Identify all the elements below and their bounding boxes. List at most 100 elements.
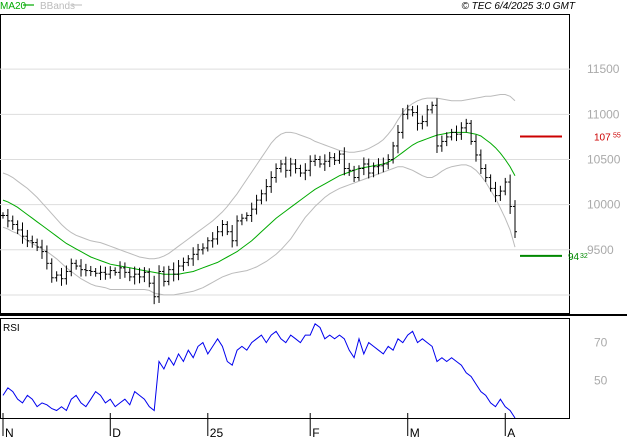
x-tick-label: F bbox=[312, 426, 319, 440]
ohlc-bar bbox=[430, 101, 435, 114]
ohlc-bar bbox=[15, 220, 20, 235]
ohlc-bar bbox=[269, 171, 274, 193]
ohlc-bar bbox=[337, 150, 342, 164]
ohlc-bar bbox=[74, 259, 79, 270]
ohlc-bar bbox=[327, 151, 332, 168]
ohlc-bar bbox=[342, 147, 347, 176]
ohlc-bar bbox=[113, 267, 118, 276]
ohlc-bar bbox=[108, 266, 113, 279]
ohlc-bar bbox=[142, 267, 147, 283]
ohlc-bar bbox=[469, 120, 474, 145]
ohlc-bar bbox=[176, 259, 181, 281]
ohlc-bar bbox=[161, 266, 166, 287]
ohlc-bar bbox=[405, 104, 410, 120]
ohlc-bar bbox=[366, 158, 371, 179]
rsi-tick-label: 70 bbox=[594, 336, 608, 350]
ohlc-bar bbox=[230, 225, 235, 248]
ohlc-bar bbox=[25, 229, 30, 248]
ohlc-bar bbox=[64, 265, 69, 285]
ohlc-bar bbox=[98, 265, 103, 281]
ohlc-bar bbox=[239, 213, 244, 226]
ohlc-bar bbox=[54, 271, 59, 282]
ohlc-bar bbox=[434, 98, 439, 153]
ohlc-bar bbox=[220, 219, 225, 237]
support-label-decimals: 32 bbox=[580, 253, 588, 260]
ma20-line bbox=[2, 131, 516, 275]
ohlc-bar bbox=[503, 177, 508, 196]
ohlc-bar bbox=[317, 155, 322, 168]
price-tick-label: 10500 bbox=[587, 152, 621, 166]
ohlc-bar bbox=[210, 232, 215, 248]
ohlc-bar bbox=[44, 245, 49, 270]
rsi-panel-title: RSI bbox=[3, 323, 20, 334]
ohlc-bar bbox=[137, 267, 142, 284]
ohlc-bar bbox=[371, 162, 376, 178]
ohlc-bar bbox=[181, 257, 186, 271]
price-axis: 11500 11000 10500 10000 9500 bbox=[587, 62, 621, 257]
price-grid bbox=[0, 68, 570, 296]
ohlc-bar bbox=[196, 243, 201, 261]
ohlc-bar bbox=[410, 105, 415, 117]
ohlc-bar bbox=[93, 268, 98, 277]
ohlc-bar bbox=[308, 155, 313, 177]
ohlc-bar bbox=[483, 164, 488, 182]
ohlc-bar bbox=[205, 237, 210, 252]
resistance-label: 107 bbox=[594, 132, 611, 143]
ohlc-bar bbox=[147, 268, 152, 288]
price-tick-label: 10000 bbox=[587, 198, 621, 212]
ohlc-bar bbox=[5, 208, 10, 228]
ohlc-bar bbox=[391, 141, 396, 164]
ohlc-bar bbox=[444, 132, 449, 147]
ohlc-bar bbox=[303, 163, 308, 181]
ohlc-bar bbox=[1, 212, 5, 219]
ohlc-bar bbox=[69, 258, 74, 277]
ohlc-bar bbox=[191, 247, 196, 266]
ohlc-bar bbox=[356, 165, 361, 181]
ohlc-bar bbox=[386, 154, 391, 170]
ohlc-bar bbox=[464, 118, 469, 133]
ohlc-bar bbox=[152, 275, 157, 305]
ohlc-bar bbox=[103, 266, 108, 280]
ohlc-bar bbox=[254, 194, 259, 215]
support-label: 94 bbox=[568, 252, 580, 263]
ohlc-bar bbox=[264, 179, 269, 202]
ohlc-bar bbox=[118, 261, 123, 279]
x-tick-label: N bbox=[5, 426, 14, 440]
ohlc-bar bbox=[200, 243, 205, 255]
ohlc-bar bbox=[361, 157, 366, 176]
ohlc-bar bbox=[347, 162, 352, 176]
price-panel-frame bbox=[0, 14, 570, 314]
bbands-legend-label: BBands bbox=[40, 1, 75, 12]
price-tick-label: 11500 bbox=[587, 62, 620, 76]
ohlc-bar bbox=[132, 266, 137, 285]
ohlc-bar bbox=[513, 200, 517, 239]
ohlc-bar bbox=[59, 267, 64, 286]
ohlc-bar bbox=[313, 154, 318, 167]
x-tick-label: D bbox=[112, 426, 121, 440]
ohlc-bar bbox=[83, 263, 88, 277]
ohlc-bar bbox=[381, 157, 386, 173]
ohlc-bar bbox=[395, 124, 400, 154]
bollinger-bands bbox=[2, 94, 516, 296]
ohlc-bar bbox=[322, 154, 327, 171]
ohlc-bar bbox=[79, 259, 84, 277]
ohlc-bar bbox=[283, 156, 288, 178]
ohlc-bar bbox=[449, 128, 454, 141]
ohlc-bar bbox=[157, 265, 162, 303]
chart-timestamp: © TEC 6/4/2025 3:0 GMT bbox=[461, 1, 575, 12]
ohlc-bar bbox=[40, 239, 45, 259]
x-tick-label: M bbox=[410, 426, 420, 440]
ohlc-bar bbox=[259, 189, 264, 205]
ohlc-bars bbox=[1, 98, 517, 305]
ohlc-bar bbox=[298, 164, 303, 177]
ohlc-bar bbox=[278, 160, 283, 173]
ohlc-bar bbox=[88, 265, 93, 277]
bbands-upper-line bbox=[2, 94, 516, 260]
ohlc-bar bbox=[49, 258, 54, 283]
ohlc-bar bbox=[439, 135, 444, 152]
ohlc-bar bbox=[473, 134, 478, 162]
ohlc-bar bbox=[244, 212, 249, 222]
ohlc-bar bbox=[186, 255, 191, 267]
ohlc-bar bbox=[122, 262, 127, 278]
